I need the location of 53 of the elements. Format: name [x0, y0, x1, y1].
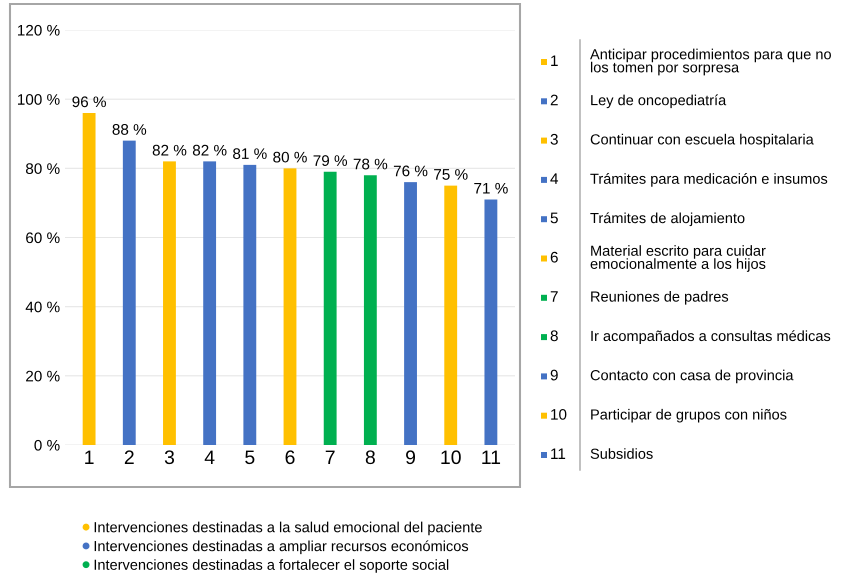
- text: Ley de oncopediatría: [591, 94, 726, 108]
- data-label: 75 %: [434, 169, 468, 180]
- category-label: 10: [551, 408, 566, 420]
- x-tick-label: 7: [326, 450, 335, 464]
- text: Anticipar procedimientos para que no los tomen por sorpresa: [590, 48, 831, 76]
- category-label: 2: [550, 94, 558, 106]
- text: Trámites de alojamiento: [590, 212, 744, 226]
- data-label: 82 %: [192, 144, 227, 156]
- y-tick-label: 40 %: [26, 302, 60, 312]
- data-label: 82 %: [152, 144, 186, 156]
- category-label: 8: [550, 330, 558, 342]
- y-tick-label: 20 %: [26, 370, 60, 382]
- data-label: 80 %: [273, 152, 307, 163]
- y-tick-label: 0 %: [34, 440, 60, 451]
- data-label: 78 %: [354, 158, 388, 170]
- text: Continuar con escuela hospitalaria: [590, 134, 814, 148]
- y-tick-label: 60 %: [26, 232, 60, 244]
- x-tick-label: 6: [286, 450, 295, 464]
- data-label: 81 %: [233, 148, 267, 160]
- y-tick-label: 80 %: [26, 163, 60, 174]
- x-tick-label: 5: [245, 450, 254, 464]
- legend-label: Intervenciones destinadas a fortalecer el soporte social: [94, 559, 448, 573]
- text: Participar de grupos con niños: [591, 408, 786, 422]
- x-tick-label: 4: [204, 450, 214, 464]
- x-tick-label: 11: [482, 450, 500, 464]
- category-label: 5: [550, 212, 558, 224]
- text: Reuniones de padres: [591, 291, 728, 305]
- x-tick-label: 2: [124, 450, 134, 464]
- x-tick-label: 3: [164, 450, 174, 464]
- legend-label: Intervenciones destinadas a ampliar recursos económicos: [94, 540, 468, 554]
- text: Subsidios: [590, 448, 653, 459]
- data-label: 96 %: [72, 96, 106, 108]
- category-label: 3: [550, 134, 558, 145]
- x-tick-label: 8: [366, 450, 375, 464]
- text: Ir acompañados a consultas médicas: [591, 330, 830, 344]
- category-label: 4: [550, 173, 558, 184]
- category-label: 9: [550, 370, 558, 380]
- text: Material escrito para cuidar emocionalmente a los hijos: [590, 245, 766, 272]
- category-label: 7: [550, 291, 558, 302]
- data-label: 76 %: [394, 166, 428, 176]
- x-tick-label: 9: [406, 450, 416, 464]
- category-label: 6: [550, 252, 558, 263]
- data-label: 79 %: [314, 155, 348, 166]
- data-label: 71 %: [474, 182, 508, 194]
- category-label: 1: [551, 55, 558, 66]
- y-tick-label: 100 %: [18, 94, 60, 105]
- text: Trámites para medicación e insumos: [590, 173, 828, 187]
- legend-label: Intervenciones destinadas a la salud emocional del paciente: [94, 522, 482, 536]
- x-tick-label: 10: [441, 450, 461, 464]
- x-tick-label: 1: [85, 450, 94, 464]
- y-tick-label: 120 %: [18, 24, 60, 36]
- text: Contacto con casa de provincia: [590, 370, 794, 384]
- data-label: 88 %: [112, 124, 146, 135]
